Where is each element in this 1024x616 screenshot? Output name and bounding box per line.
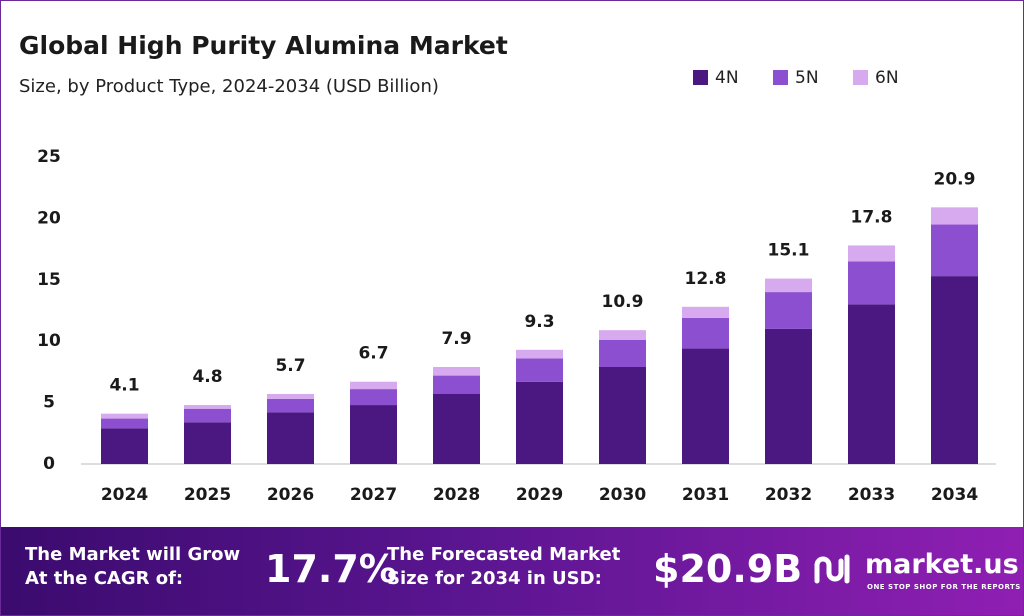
brand-name: market.us xyxy=(865,549,1019,580)
bar-segment xyxy=(765,328,812,464)
forecast-line: The Forecasted Market xyxy=(387,544,621,565)
bar-segment xyxy=(682,306,729,318)
x-tick-label: 2027 xyxy=(350,485,397,505)
bar-segment xyxy=(350,389,397,406)
legend-label: 5N xyxy=(795,68,819,88)
bar-segment xyxy=(848,261,895,305)
legend-label: 4N xyxy=(715,68,739,88)
total-label: 4.8 xyxy=(192,367,222,387)
chart-subtitle: Size, by Product Type, 2024-2034 (USD Bi… xyxy=(19,76,439,97)
legend-label: 6N xyxy=(875,68,899,88)
bar-segment xyxy=(516,381,563,464)
x-tick-label: 2031 xyxy=(682,485,729,505)
bar-segment xyxy=(931,276,978,464)
y-tick-label: 0 xyxy=(43,454,55,474)
bar-segment xyxy=(765,292,812,329)
x-tick-label: 2025 xyxy=(184,485,231,505)
bar-segment xyxy=(101,413,148,419)
y-tick-label: 5 xyxy=(43,393,55,413)
total-label: 12.8 xyxy=(685,269,727,289)
bar-segment xyxy=(848,304,895,464)
total-label: 15.1 xyxy=(768,241,810,261)
cagr-line: At the CAGR of: xyxy=(25,568,184,589)
bar-segment xyxy=(848,245,895,262)
y-tick-label: 20 xyxy=(37,208,61,228)
total-label: 5.7 xyxy=(275,356,305,376)
x-tick-label: 2029 xyxy=(516,485,563,505)
legend-swatch xyxy=(773,70,788,85)
bar-segment xyxy=(101,418,148,429)
y-tick-label: 15 xyxy=(37,270,61,290)
total-label: 10.9 xyxy=(602,292,644,312)
bar-segment xyxy=(267,394,314,399)
cagr-line: The Market will Grow xyxy=(25,544,241,565)
bar-segment xyxy=(516,349,563,359)
bar-segment xyxy=(516,358,563,382)
x-tick-label: 2034 xyxy=(931,485,978,505)
footer-banner: The Market will Grow At the CAGR of: 17.… xyxy=(1,527,1023,615)
bar-segment xyxy=(931,224,978,277)
chart-title: Global High Purity Alumina Market xyxy=(19,31,508,60)
y-tick-label: 25 xyxy=(37,147,61,167)
legend-swatch xyxy=(693,70,708,85)
bar-segment xyxy=(433,394,480,464)
forecast-line: Size for 2034 in USD: xyxy=(387,568,602,589)
bar-segment xyxy=(350,381,397,390)
brand-tagline: ONE STOP SHOP FOR THE REPORTS xyxy=(867,583,1021,591)
bar-segment xyxy=(184,405,231,409)
y-tick-label: 10 xyxy=(37,331,61,351)
brand-logo xyxy=(814,554,850,584)
total-label: 17.8 xyxy=(851,207,893,227)
bar-segment xyxy=(682,317,729,349)
bar-segment xyxy=(184,408,231,423)
bar-segment xyxy=(267,398,314,413)
x-tick-label: 2026 xyxy=(267,485,314,505)
bar-segment xyxy=(599,366,646,464)
bar-segment xyxy=(350,405,397,464)
bar-segment xyxy=(599,330,646,340)
cagr-text: The Market will Grow At the CAGR of: xyxy=(25,543,240,591)
x-tick-label: 2024 xyxy=(101,485,148,505)
x-tick-label: 2032 xyxy=(765,485,812,505)
forecast-value: $20.9B xyxy=(653,547,803,591)
bar-segment xyxy=(101,428,148,464)
bar-segment xyxy=(682,348,729,464)
bar-segment xyxy=(931,207,978,225)
bar-segment xyxy=(184,422,231,464)
bar-segment xyxy=(433,366,480,376)
x-tick-label: 2030 xyxy=(599,485,646,505)
legend-swatch xyxy=(853,70,868,85)
bar-segment xyxy=(267,412,314,464)
bar-segment xyxy=(765,278,812,293)
total-label: 9.3 xyxy=(524,312,554,332)
bar-segment xyxy=(433,375,480,395)
x-tick-label: 2028 xyxy=(433,485,480,505)
total-label: 6.7 xyxy=(358,344,388,364)
forecast-text: The Forecasted Market Size for 2034 in U… xyxy=(387,543,620,591)
cagr-value: 17.7% xyxy=(265,547,397,591)
bar-segment xyxy=(599,339,646,367)
total-label: 20.9 xyxy=(934,169,976,189)
chart: Global High Purity Alumina Market Size, … xyxy=(19,31,996,505)
total-label: 4.1 xyxy=(109,376,139,396)
total-label: 7.9 xyxy=(441,329,471,349)
x-tick-label: 2033 xyxy=(848,485,895,505)
